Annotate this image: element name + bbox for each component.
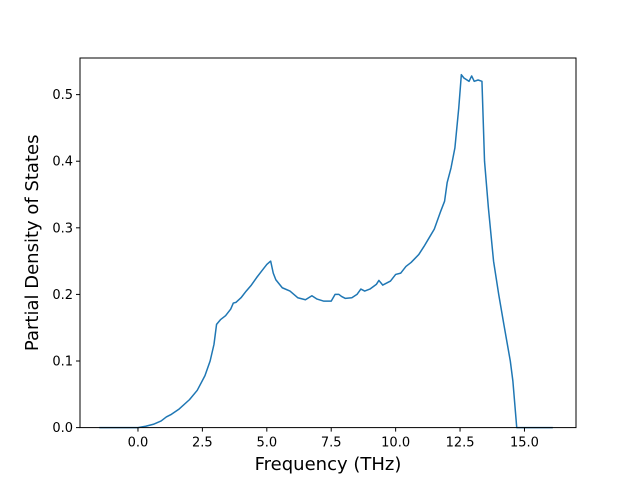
x-tick-label: 2.5 [192,436,213,451]
x-tick-label: 10.0 [381,436,410,451]
y-axis-label: Partial Density of States [22,135,43,352]
x-tick-label: 5.0 [256,436,277,451]
y-tick-label: 0.4 [52,155,73,170]
x-tick-label: 15.0 [510,436,539,451]
x-tick-label: 12.5 [446,436,475,451]
x-axis-label: Frequency (THz) [255,454,402,475]
plot-frame [79,57,577,429]
plot-area [80,58,576,428]
y-tick-label: 0.0 [52,421,73,436]
x-tick-label: 0.0 [128,436,149,451]
y-tick-label: 0.5 [52,88,73,103]
x-tick-label: 7.5 [321,436,342,451]
series-line-0 [99,73,553,429]
tick-layer: 0.0 2.5 5.0 7.5 10.0 12.5 15.0 0.0 0.1 0.2 0.3 0.4 0… [52,88,539,450]
y-tick-label: 0.3 [52,221,73,236]
y-tick-label: 0.1 [52,355,73,370]
line-layer [99,73,553,429]
y-tick-label: 0.2 [52,288,73,303]
